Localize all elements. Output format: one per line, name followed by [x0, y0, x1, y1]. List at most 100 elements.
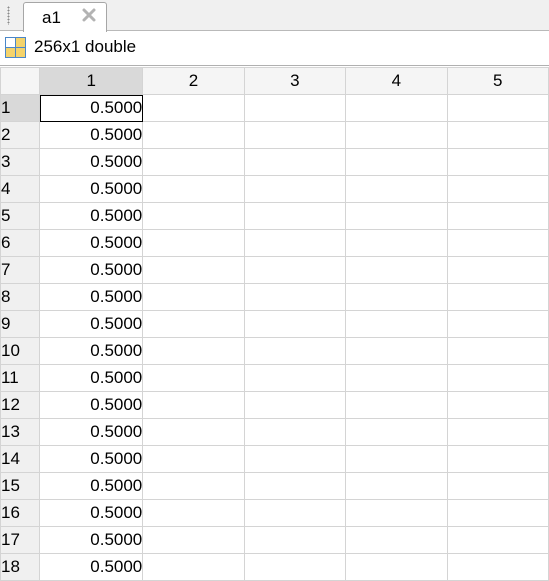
empty-cell[interactable]	[243, 391, 347, 419]
empty-cell[interactable]	[446, 418, 549, 446]
empty-cell[interactable]	[142, 256, 245, 284]
empty-cell[interactable]	[142, 418, 245, 446]
empty-cell[interactable]	[446, 364, 549, 392]
empty-cell[interactable]	[446, 445, 549, 473]
empty-cell[interactable]	[142, 229, 245, 257]
empty-cell[interactable]	[243, 499, 347, 527]
column-header-5[interactable]: 5	[446, 67, 549, 95]
empty-cell[interactable]	[446, 121, 549, 149]
row-header[interactable]: 4	[0, 175, 41, 203]
cell[interactable]: 0.5000	[39, 148, 144, 176]
empty-cell[interactable]	[243, 553, 347, 581]
column-header-2[interactable]: 2	[142, 67, 245, 95]
empty-cell[interactable]	[243, 445, 347, 473]
empty-cell[interactable]	[243, 337, 347, 365]
empty-cell[interactable]	[446, 202, 549, 230]
empty-cell[interactable]	[446, 229, 549, 257]
row-header[interactable]: 6	[0, 229, 41, 257]
row-header[interactable]: 3	[0, 148, 41, 176]
empty-cell[interactable]	[142, 283, 245, 311]
empty-cell[interactable]	[243, 526, 347, 554]
empty-cell[interactable]	[446, 526, 549, 554]
empty-cell[interactable]	[243, 202, 347, 230]
empty-cell[interactable]	[142, 472, 245, 500]
row-header[interactable]: 8	[0, 283, 41, 311]
empty-cell[interactable]	[446, 391, 549, 419]
cell[interactable]: 0.5000	[39, 364, 144, 392]
empty-cell[interactable]	[446, 94, 549, 122]
close-icon[interactable]	[81, 7, 97, 23]
empty-cell[interactable]	[345, 310, 448, 338]
empty-cell[interactable]	[243, 310, 347, 338]
cell[interactable]: 0.5000	[39, 553, 144, 581]
empty-cell[interactable]	[345, 526, 448, 554]
empty-cell[interactable]	[243, 283, 347, 311]
row-header[interactable]: 9	[0, 310, 41, 338]
empty-cell[interactable]	[345, 202, 448, 230]
empty-cell[interactable]	[142, 553, 245, 581]
empty-cell[interactable]	[345, 553, 448, 581]
empty-cell[interactable]	[142, 175, 245, 203]
empty-cell[interactable]	[345, 121, 448, 149]
cell[interactable]: 0.5000	[39, 526, 144, 554]
empty-cell[interactable]	[446, 175, 549, 203]
cell[interactable]: 0.5000	[39, 472, 144, 500]
tab-a1[interactable]: a1	[23, 2, 107, 32]
row-header[interactable]: 14	[0, 445, 41, 473]
cell[interactable]: 0.5000	[39, 391, 144, 419]
column-header-3[interactable]: 3	[243, 67, 347, 95]
empty-cell[interactable]	[142, 364, 245, 392]
empty-cell[interactable]	[446, 553, 549, 581]
column-header-1[interactable]: 1	[39, 67, 144, 95]
empty-cell[interactable]	[243, 364, 347, 392]
empty-cell[interactable]	[446, 310, 549, 338]
empty-cell[interactable]	[142, 94, 245, 122]
empty-cell[interactable]	[243, 175, 347, 203]
empty-cell[interactable]	[345, 148, 448, 176]
empty-cell[interactable]	[142, 499, 245, 527]
cell[interactable]: 0.5000	[39, 283, 144, 311]
row-header[interactable]: 2	[0, 121, 41, 149]
empty-cell[interactable]	[345, 256, 448, 284]
empty-cell[interactable]	[243, 121, 347, 149]
cell[interactable]: 0.5000	[39, 175, 144, 203]
column-header-4[interactable]: 4	[345, 67, 448, 95]
empty-cell[interactable]	[345, 445, 448, 473]
empty-cell[interactable]	[446, 337, 549, 365]
empty-cell[interactable]	[243, 418, 347, 446]
row-header[interactable]: 5	[0, 202, 41, 230]
cell[interactable]: 0.5000	[39, 202, 144, 230]
empty-cell[interactable]	[345, 175, 448, 203]
empty-cell[interactable]	[142, 121, 245, 149]
empty-cell[interactable]	[446, 472, 549, 500]
spreadsheet-grid[interactable]: 1 2 3 4 5 1 0.5000 2 0.5000 3 0.5000 4 0.5000 5 0…	[0, 67, 549, 581]
empty-cell[interactable]	[142, 337, 245, 365]
cell[interactable]: 0.5000	[39, 499, 144, 527]
empty-cell[interactable]	[243, 94, 347, 122]
row-header[interactable]: 16	[0, 499, 41, 527]
cell[interactable]: 0.5000	[39, 445, 144, 473]
empty-cell[interactable]	[446, 283, 549, 311]
cell[interactable]: 0.5000	[39, 418, 144, 446]
empty-cell[interactable]	[243, 256, 347, 284]
drag-grip-icon[interactable]	[7, 6, 10, 25]
row-header[interactable]: 7	[0, 256, 41, 284]
empty-cell[interactable]	[142, 526, 245, 554]
corner-cell[interactable]	[0, 67, 41, 95]
row-header[interactable]: 11	[0, 364, 41, 392]
cell[interactable]: 0.5000	[39, 229, 144, 257]
empty-cell[interactable]	[142, 310, 245, 338]
row-header[interactable]: 13	[0, 418, 41, 446]
cell[interactable]: 0.5000	[39, 256, 144, 284]
empty-cell[interactable]	[243, 229, 347, 257]
empty-cell[interactable]	[345, 94, 448, 122]
empty-cell[interactable]	[446, 256, 549, 284]
empty-cell[interactable]	[142, 445, 245, 473]
empty-cell[interactable]	[345, 391, 448, 419]
empty-cell[interactable]	[142, 148, 245, 176]
empty-cell[interactable]	[345, 337, 448, 365]
empty-cell[interactable]	[345, 499, 448, 527]
cell[interactable]: 0.5000	[39, 121, 144, 149]
empty-cell[interactable]	[345, 472, 448, 500]
empty-cell[interactable]	[345, 229, 448, 257]
